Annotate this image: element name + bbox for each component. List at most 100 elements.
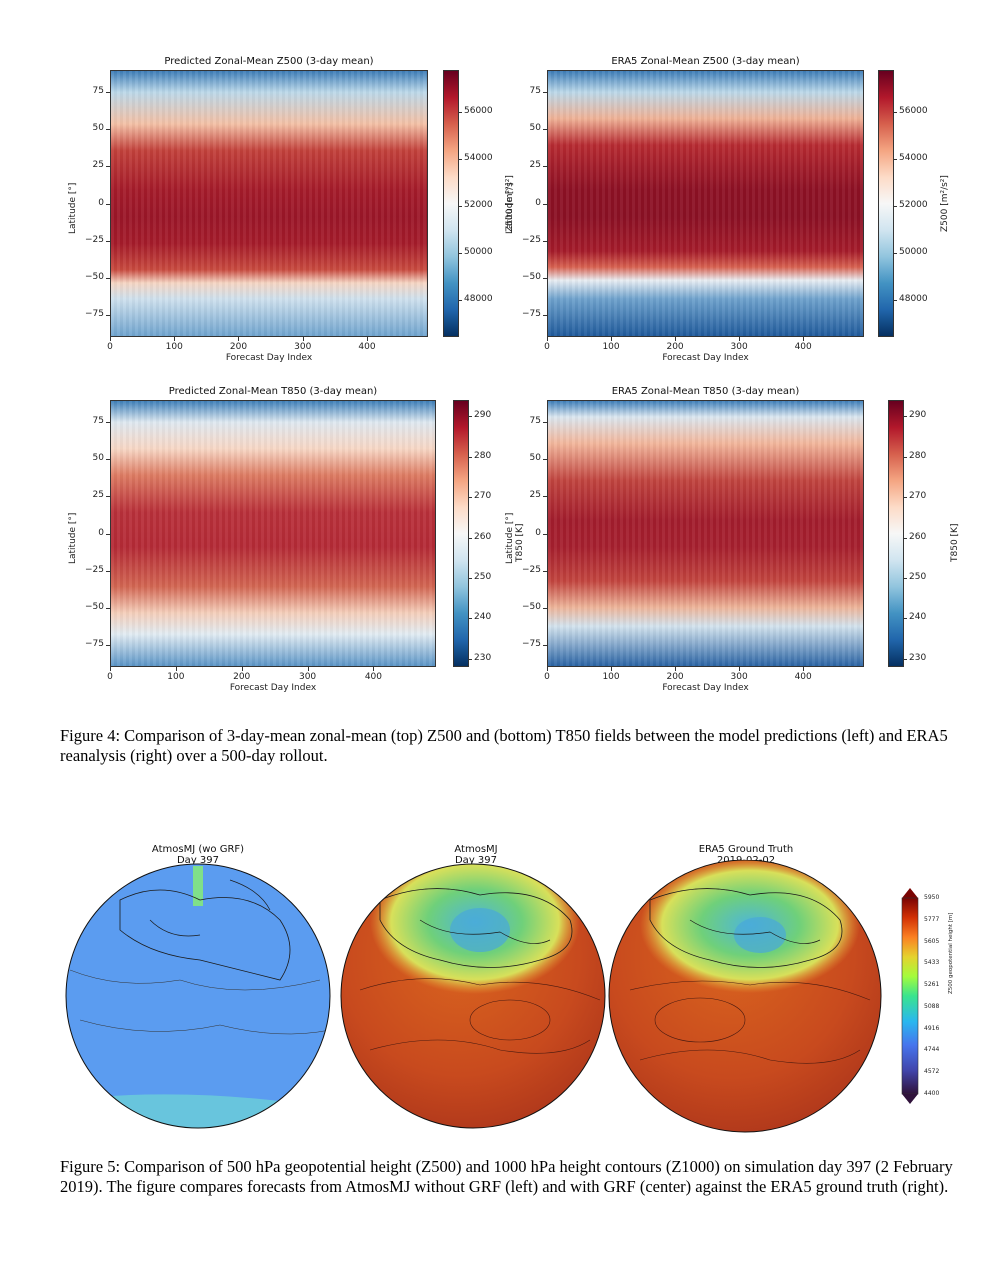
y-tick-mark [106, 570, 110, 572]
y-tick-label: 25 [529, 160, 541, 171]
colorbar-tick-mark [459, 252, 462, 254]
y-tick-mark [106, 422, 110, 424]
x-tick-mark [547, 337, 548, 341]
y-axis-label: Latitude [°] [505, 512, 515, 564]
x-tick-label: 300 [730, 672, 748, 682]
x-axis-label: Forecast Day Index [662, 353, 749, 363]
x-tick-mark [366, 337, 368, 341]
globe-colorbar-tick-label: 4400 [924, 1090, 940, 1097]
colorbar-tick-mark [469, 578, 472, 579]
x-tick-mark [803, 667, 805, 671]
x-tick-label: 200 [666, 342, 684, 352]
colorbar-tick-mark [894, 299, 897, 301]
y-tick-label: 75 [529, 416, 541, 427]
heatmap-title: Predicted Zonal-Mean T850 (3-day mean) [168, 386, 378, 397]
y-tick-label: 50 [529, 453, 541, 464]
colorbar-tick-mark [469, 497, 472, 499]
x-tick-label: 400 [794, 672, 812, 682]
heatmap-title: ERA5 Zonal-Mean Z500 (3-day mean) [611, 56, 800, 67]
x-tick-mark [110, 337, 111, 341]
y-tick-label: 75 [529, 86, 541, 97]
figure-5-caption: Figure 5: Comparison of 500 hPa geopoten… [60, 1157, 953, 1196]
x-tick-label: 0 [544, 342, 550, 352]
x-tick-mark [175, 667, 177, 671]
x-tick-mark [803, 337, 805, 341]
colorbar-tick-label: 280 [909, 450, 927, 461]
colorbar-tick-mark [904, 456, 907, 458]
globe-colorbar-tick-label: 5261 [924, 981, 940, 989]
heatmap-title: Predicted Zonal-Mean Z500 (3-day mean) [164, 56, 374, 67]
y-tick-mark [106, 240, 110, 242]
globe-colorbar-tick-label: 4744 [924, 1046, 940, 1054]
globe-colorbar-tick-label: 5433 [924, 959, 940, 967]
colorbar-tick-label: 52000 [899, 199, 928, 210]
x-tick-label: 0 [544, 672, 550, 682]
y-axis-label: Latitude [°] [68, 182, 78, 234]
globe-colorbar [901, 888, 919, 1104]
colorbar-tick-mark [894, 159, 897, 160]
colorbar-tick-label: 52000 [464, 199, 493, 210]
colorbar-tick-mark [469, 456, 472, 458]
colorbar-tick-label: 270 [909, 491, 927, 502]
colorbar-tick-mark [469, 658, 472, 660]
colorbar-tick-label: 290 [909, 410, 927, 421]
y-tick-label: −25 [522, 234, 541, 245]
globe-2-title: AtmosMJ Day 397 [454, 844, 498, 866]
colorbar-tick-label: 270 [474, 491, 492, 502]
globe-1 [65, 863, 331, 1129]
globe-3 [608, 860, 882, 1133]
x-tick-label: 200 [666, 672, 684, 682]
colorbar-tick-label: 260 [909, 531, 927, 542]
y-tick-mark [543, 570, 547, 572]
globe-colorbar-tick-label: 5605 [924, 937, 940, 945]
x-tick-mark [675, 667, 677, 671]
y-tick-label: 75 [92, 86, 104, 97]
y-axis-label: Latitude [°] [505, 182, 515, 234]
globes-svg [65, 860, 919, 1133]
colorbar [453, 400, 469, 667]
colorbar-tick-mark [894, 112, 897, 114]
colorbar-tick-mark [904, 618, 907, 620]
y-tick-mark [543, 607, 547, 609]
colorbar-tick-label: 48000 [464, 293, 493, 304]
x-tick-label: 100 [165, 342, 183, 352]
x-tick-mark [241, 667, 243, 671]
colorbar-tick-label: 56000 [899, 106, 928, 117]
colorbar-label: Z500 [m²/s²] [940, 174, 950, 232]
y-tick-label: −50 [85, 601, 104, 612]
heatmap-area [547, 70, 864, 337]
colorbar-tick-label: 48000 [899, 293, 928, 304]
globe-2 [340, 863, 606, 1129]
y-tick-label: 50 [92, 453, 104, 464]
y-tick-mark [106, 607, 110, 609]
y-tick-mark [543, 459, 547, 461]
colorbar [878, 70, 894, 337]
x-tick-mark [373, 667, 375, 671]
y-tick-mark [106, 314, 110, 316]
colorbar-tick-label: 280 [474, 450, 492, 461]
globe-colorbar-tick-label: 4572 [924, 1068, 940, 1076]
x-tick-mark [174, 337, 176, 341]
x-tick-label: 100 [602, 672, 620, 682]
y-tick-mark [543, 314, 547, 316]
globe-colorbar-tick-label: 5088 [924, 1002, 940, 1010]
x-tick-mark [739, 337, 741, 341]
y-tick-label: 25 [92, 490, 104, 501]
x-tick-label: 300 [730, 342, 748, 352]
colorbar-tick-mark [904, 537, 907, 539]
colorbar-tick-mark [469, 537, 472, 539]
heatmap-area [110, 70, 428, 337]
colorbar-tick-label: 250 [909, 572, 927, 582]
y-tick-mark [106, 533, 110, 535]
x-axis-label: Forecast Day Index [662, 683, 749, 693]
x-tick-label: 300 [294, 342, 312, 352]
y-tick-label: 0 [535, 197, 541, 208]
globe-colorbar-tick-label: 5777 [924, 915, 940, 923]
colorbar-tick-label: 290 [474, 410, 492, 421]
y-tick-label: 50 [92, 123, 104, 134]
x-tick-label: 0 [107, 672, 113, 682]
colorbar-tick-mark [469, 618, 472, 620]
globe-colorbar-tick-label: 5950 [924, 894, 940, 901]
y-tick-label: −25 [522, 564, 541, 575]
colorbar-tick-label: 54000 [899, 153, 928, 163]
